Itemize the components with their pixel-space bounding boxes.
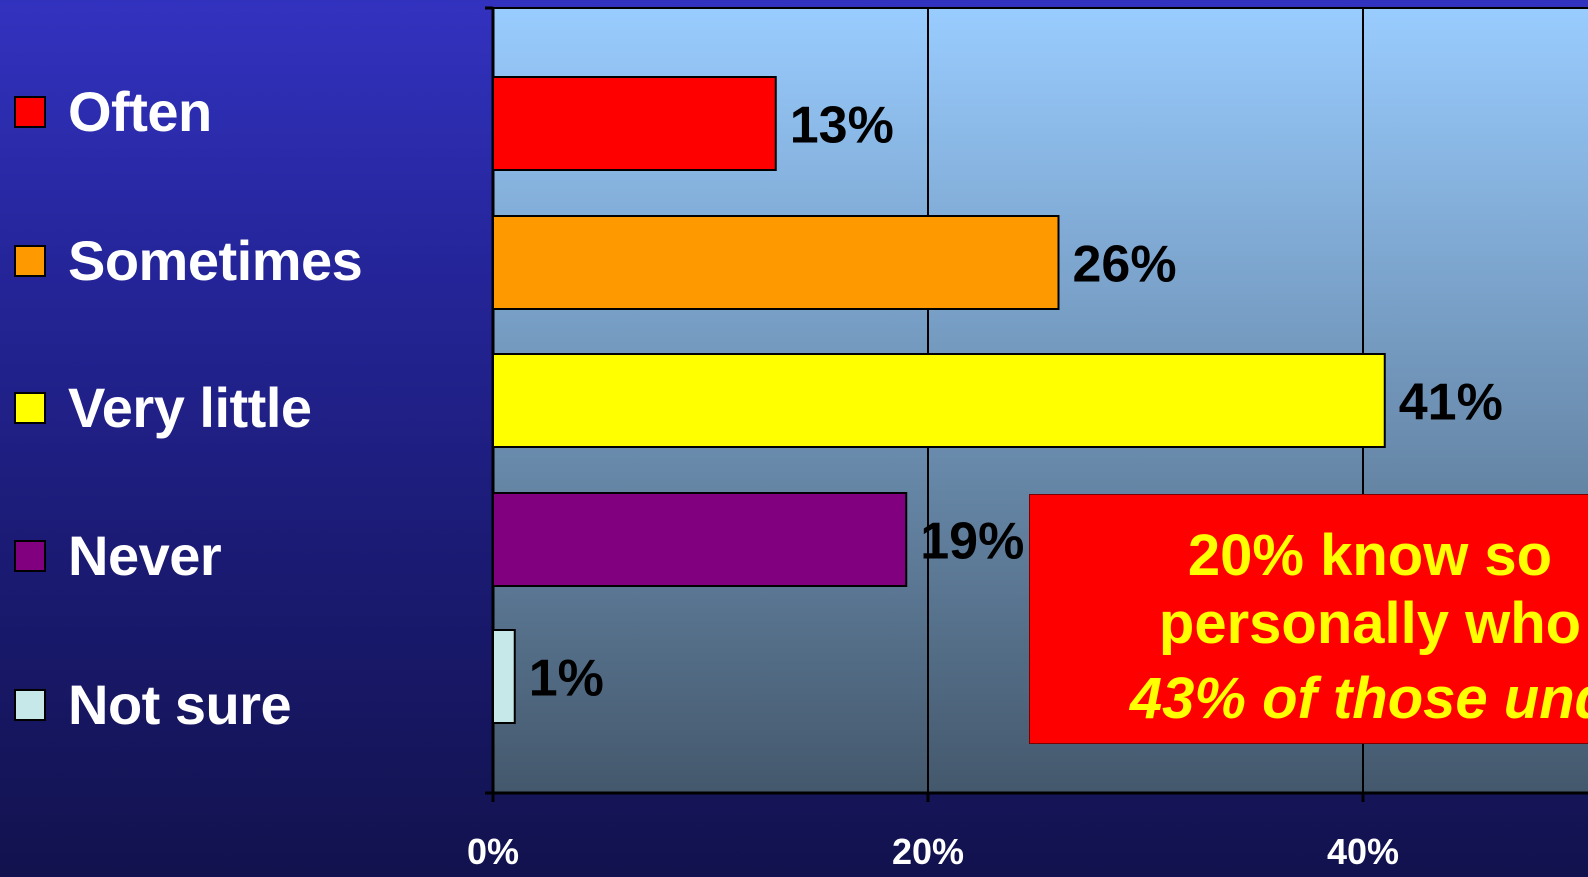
- bar-often: [492, 76, 777, 171]
- callout-box: 20% know so personally who 43% of those …: [1029, 494, 1588, 744]
- callout-line-3: 43% of those und: [1129, 666, 1588, 731]
- legend-label: Sometimes: [68, 229, 363, 292]
- bar-not-sure: [492, 629, 516, 724]
- legend-swatch: [14, 245, 46, 277]
- legend-swatch: [14, 96, 46, 128]
- legend-label: Very little: [68, 376, 312, 439]
- data-labels: 13% 26% 41% 19% 1%: [529, 97, 1503, 708]
- x-tick-label: 0%: [467, 831, 519, 872]
- bar-sometimes: [492, 215, 1060, 310]
- legend-label: Often: [68, 80, 212, 143]
- bars: [492, 76, 1386, 724]
- legend-swatch: [14, 689, 46, 721]
- legend-swatch: [14, 540, 46, 572]
- legend-label: Not sure: [68, 673, 292, 736]
- legend-item-very-little: Very little: [14, 376, 312, 439]
- data-label: 41%: [1399, 374, 1503, 432]
- x-axis-ticks: 0% 20% 40%: [467, 793, 1399, 872]
- legend-item-never: Never: [14, 524, 222, 587]
- legend-swatch: [14, 392, 46, 424]
- legend-label: Never: [68, 524, 222, 587]
- data-label: 13%: [790, 97, 894, 155]
- legend-item-sometimes: Sometimes: [14, 229, 363, 292]
- callout-line-1: 20% know so: [1187, 523, 1553, 588]
- callout-line-2: personally who: [1158, 591, 1582, 656]
- legend-item-often: Often: [14, 80, 212, 143]
- x-tick-label: 20%: [892, 831, 964, 872]
- x-tick-label: 40%: [1327, 831, 1399, 872]
- data-label: 1%: [529, 650, 604, 708]
- bar-very-little: [492, 353, 1386, 448]
- bar-never: [492, 492, 908, 587]
- data-label: 26%: [1073, 236, 1177, 294]
- legend-item-not-sure: Not sure: [14, 673, 292, 736]
- data-label: 19%: [920, 513, 1024, 571]
